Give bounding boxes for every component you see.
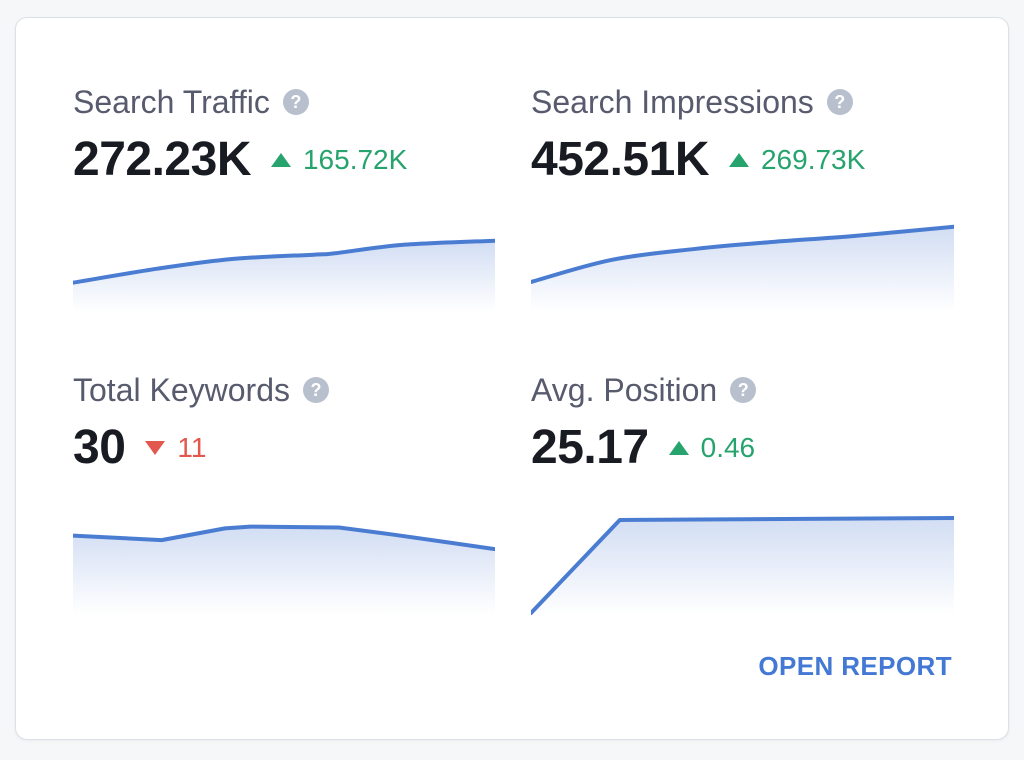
total-keywords-sparkline [73, 524, 495, 615]
metric-widget-search-traffic: Search Traffic ? 272.23K 165.72K [73, 82, 495, 312]
metric-title-row: Total Keywords ? [73, 370, 495, 410]
change-indicator: 11 [145, 422, 206, 474]
metric-widget-search-impressions: Search Impressions ? 452.51K 269.73K [531, 82, 954, 312]
metric-widget-avg-position: Avg. Position ? 25.17 0.46 [531, 370, 954, 615]
sparkline-container [531, 474, 954, 615]
help-icon[interactable]: ? [282, 89, 309, 115]
metric-widget-total-keywords: Total Keywords ? 30 11 [73, 370, 495, 615]
up-triangle-icon [668, 441, 689, 455]
card-footer: OPEN REPORT [73, 651, 952, 682]
change-indicator: 0.46 [668, 422, 756, 474]
help-icon[interactable]: ? [302, 377, 329, 403]
sparkline-container [73, 201, 495, 312]
metric-value: 30 [73, 421, 126, 474]
open-report-link[interactable]: OPEN REPORT [758, 651, 952, 681]
down-triangle-icon [145, 441, 166, 455]
up-triangle-icon [728, 153, 749, 167]
change-value: 0.46 [700, 432, 756, 463]
search-traffic-sparkline [73, 238, 495, 312]
metric-value-row: 30 11 [73, 422, 495, 474]
metric-value: 272.23K [73, 133, 251, 186]
metric-title-row: Avg. Position ? [531, 370, 954, 410]
change-value: 11 [177, 432, 207, 463]
search-impressions-sparkline [531, 224, 954, 312]
help-icon[interactable]: ? [730, 377, 757, 403]
change-indicator: 165.72K [270, 134, 408, 186]
metrics-overview-card: Search Traffic ? 272.23K 165.72K Search … [15, 17, 1009, 740]
metric-title-avg-position: Avg. Position [531, 372, 718, 408]
change-value: 269.73K [760, 144, 866, 175]
metric-value: 452.51K [531, 133, 709, 186]
metric-title-search-impressions: Search Impressions [531, 84, 814, 120]
metric-title-search-traffic: Search Traffic [73, 84, 270, 120]
change-value: 165.72K [302, 144, 408, 175]
metric-value: 25.17 [531, 421, 649, 474]
up-triangle-icon [270, 153, 291, 167]
change-indicator: 269.73K [728, 134, 866, 186]
metric-value-row: 25.17 0.46 [531, 422, 954, 474]
metric-value-row: 452.51K 269.73K [531, 134, 954, 186]
avg-position-sparkline [531, 516, 954, 615]
metrics-grid: Search Traffic ? 272.23K 165.72K Search … [73, 82, 954, 615]
metric-title-row: Search Impressions ? [531, 82, 954, 122]
sparkline-container [531, 186, 954, 312]
metric-value-row: 272.23K 165.72K [73, 134, 495, 186]
metric-title-row: Search Traffic ? [73, 82, 495, 122]
sparkline-container [73, 484, 495, 615]
metric-title-total-keywords: Total Keywords [73, 372, 290, 408]
help-icon[interactable]: ? [826, 89, 853, 115]
